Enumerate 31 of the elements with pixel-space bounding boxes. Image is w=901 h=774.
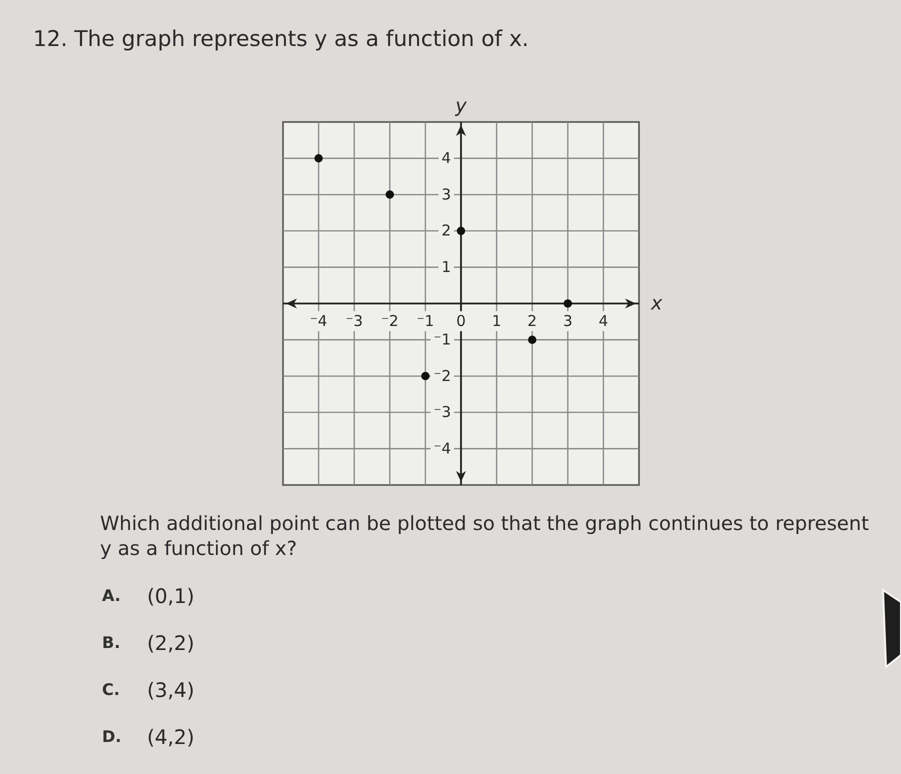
y-tick-label: 2 bbox=[441, 222, 451, 240]
point bbox=[314, 154, 323, 162]
y-tick-label: ⁻3 bbox=[434, 403, 451, 422]
y-tick-label: ⁻2 bbox=[434, 366, 451, 385]
text: B. (2,2) bbox=[102, 631, 194, 655]
x-tick-label: 2 bbox=[527, 312, 537, 330]
point bbox=[421, 372, 430, 380]
x-tick-label: ⁻2 bbox=[381, 312, 399, 330]
y-tick-label: 1 bbox=[441, 258, 451, 276]
x-tick-label: ⁻4 bbox=[310, 312, 328, 330]
chart-title: 12. The graph represents y as a function of x. bbox=[33, 27, 529, 52]
y-axis-title: y bbox=[454, 95, 468, 117]
x-tick-label: ⁻3 bbox=[345, 312, 363, 330]
x-tick-label: 3 bbox=[563, 312, 573, 330]
x-tick-label: 0 bbox=[456, 312, 466, 330]
point bbox=[528, 336, 536, 344]
point bbox=[456, 226, 466, 236]
y-tick-label: 3 bbox=[441, 185, 451, 204]
point bbox=[564, 299, 572, 308]
text: D. (4,2) bbox=[102, 725, 194, 749]
text: Which additional point can be plotted so that the graph continues to represent y as a function of x? bbox=[100, 511, 870, 561]
x-axis-title: x bbox=[650, 292, 663, 314]
y-tick-label: ⁻1 bbox=[434, 330, 451, 349]
y-tick-label: 4 bbox=[441, 149, 451, 168]
text: A. (0,1) bbox=[102, 584, 194, 608]
text: C. (3,4) bbox=[102, 678, 194, 702]
x-tick-label: 1 bbox=[492, 312, 502, 330]
x-tick-label: ⁻1 bbox=[416, 312, 434, 330]
y-tick-label: ⁻4 bbox=[434, 440, 451, 458]
x-tick-label: 4 bbox=[598, 312, 608, 330]
point bbox=[386, 190, 394, 199]
